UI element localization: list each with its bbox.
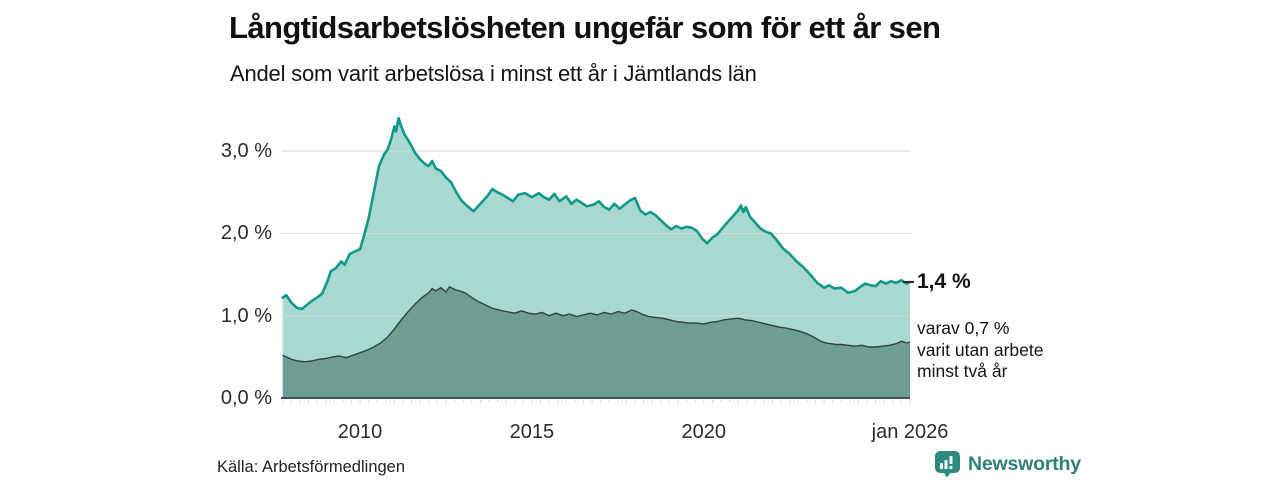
brand-name: Newsworthy bbox=[968, 452, 1081, 475]
chart-subtitle: Andel som varit arbetslösa i minst ett å… bbox=[230, 61, 757, 86]
page-title: Långtidsarbetslösheten ungefär som för e… bbox=[229, 10, 941, 45]
y-axis-label: 2,0 % bbox=[220, 222, 272, 245]
two-year-note: varav 0,7 % varit utan arbete minst två … bbox=[917, 318, 1044, 381]
y-axis-label: 1,0 % bbox=[220, 304, 272, 327]
x-axis-label: 2015 bbox=[509, 421, 555, 443]
x-axis-label: 2020 bbox=[681, 421, 727, 443]
y-axis-label: 3,0 % bbox=[220, 140, 272, 163]
x-axis-label: 2010 bbox=[337, 421, 383, 443]
latest-value-label: 1,4 % bbox=[917, 270, 971, 293]
newsworthy-icon bbox=[935, 451, 960, 478]
source-label: Källa: Arbetsförmedlingen bbox=[217, 458, 406, 476]
brand-logo: Newsworthy bbox=[934, 450, 1081, 478]
x-axis-label: jan 2026 bbox=[871, 421, 949, 443]
y-axis-label: 0,0 % bbox=[220, 387, 272, 409]
